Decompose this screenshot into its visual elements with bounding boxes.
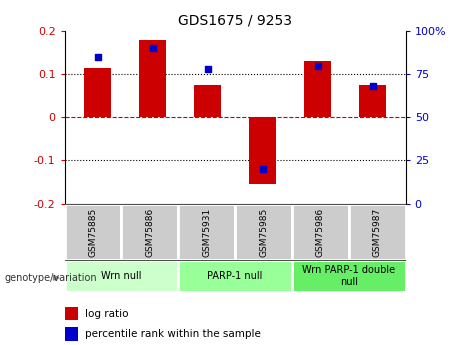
Bar — [249, 117, 277, 184]
Point — [259, 166, 266, 172]
Bar — [139, 40, 166, 117]
Bar — [235, 204, 292, 260]
Text: Wrn null: Wrn null — [101, 271, 142, 281]
Polygon shape — [53, 275, 59, 280]
Point — [369, 83, 376, 89]
Bar — [84, 68, 111, 117]
Text: GSM75885: GSM75885 — [89, 207, 97, 257]
Title: GDS1675 / 9253: GDS1675 / 9253 — [178, 13, 292, 27]
Text: GSM75986: GSM75986 — [316, 207, 325, 257]
Text: log ratio: log ratio — [85, 309, 129, 318]
Text: GSM75985: GSM75985 — [259, 207, 268, 257]
Point — [149, 46, 156, 51]
Text: PARP-1 null: PARP-1 null — [207, 271, 263, 281]
Bar — [194, 85, 221, 117]
Text: GSM75987: GSM75987 — [373, 207, 382, 257]
Bar — [65, 327, 78, 341]
Text: GSM75886: GSM75886 — [145, 207, 154, 257]
Bar — [65, 204, 121, 260]
Text: genotype/variation: genotype/variation — [5, 273, 97, 283]
Bar — [292, 260, 406, 292]
Bar — [178, 204, 235, 260]
Bar — [359, 85, 386, 117]
Text: GSM75931: GSM75931 — [202, 207, 211, 257]
Point — [314, 63, 321, 68]
Point — [204, 66, 211, 72]
Text: percentile rank within the sample: percentile rank within the sample — [85, 329, 261, 339]
Bar — [121, 204, 178, 260]
Text: Wrn PARP-1 double
null: Wrn PARP-1 double null — [302, 265, 396, 287]
Bar — [65, 260, 178, 292]
Bar — [349, 204, 406, 260]
Bar — [304, 61, 331, 117]
Bar — [65, 307, 78, 320]
Point — [94, 54, 101, 60]
Bar — [292, 204, 349, 260]
Bar — [178, 260, 292, 292]
